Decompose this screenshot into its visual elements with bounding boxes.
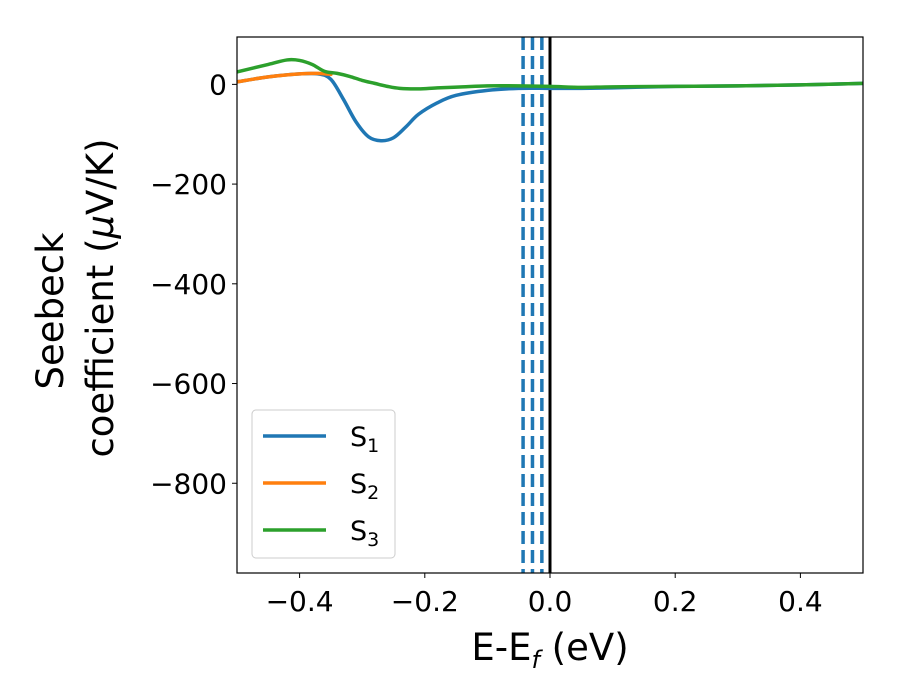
x-axis-ticks: −0.4 −0.2 0.0 0.2 0.4	[266, 573, 823, 618]
series-line-s3	[237, 57, 863, 91]
y-tick-label: −400	[150, 268, 227, 301]
x-axis-title: E-Ef (eV)	[471, 626, 628, 674]
y-tick-label: −800	[150, 467, 227, 500]
plot-frame	[236, 36, 864, 574]
x-tick-label: −0.2	[391, 585, 459, 618]
y-axis-title-line1: Seebeck	[29, 232, 72, 390]
legend-label-s1: S1	[350, 422, 379, 457]
x-tick-label: −0.4	[266, 585, 334, 618]
plot-content	[237, 37, 863, 573]
series-line-s2	[237, 71, 333, 84]
y-axis-ticks: 0 −200 −400 −600 −800	[150, 68, 237, 500]
legend: S1 S2 S3	[251, 409, 396, 559]
x-tick-label: 0.2	[653, 585, 698, 618]
y-axis-title-line2: coefficient (μV/K)	[79, 138, 122, 457]
legend-label-s2: S2	[350, 469, 379, 504]
y-tick-label: −200	[150, 168, 227, 201]
plot-area	[237, 37, 863, 573]
y-tick-label: −600	[150, 368, 227, 401]
y-tick-label: 0	[209, 68, 227, 101]
x-tick-label: 0.0	[528, 585, 573, 618]
legend-label-s3: S3	[350, 516, 379, 551]
x-tick-label: 0.4	[778, 585, 823, 618]
